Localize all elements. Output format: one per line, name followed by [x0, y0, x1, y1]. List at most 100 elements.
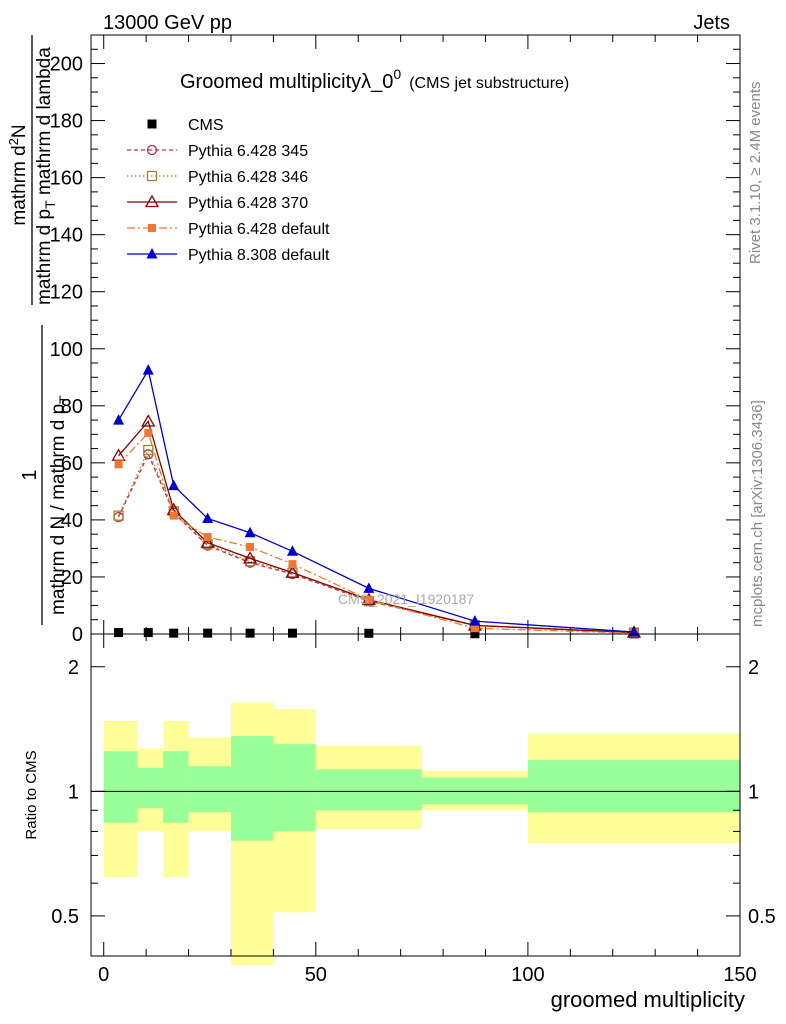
- ratio-stat-band-4: [230, 736, 274, 841]
- y-tick-label: 180: [50, 111, 83, 133]
- ratio-y-tick-label-right: 1: [748, 781, 759, 803]
- data-point-p8: [113, 414, 125, 425]
- data-point-p6def: [246, 543, 255, 552]
- ratio-y-tick-label-left: 2: [68, 657, 79, 679]
- ratio-y-tick-label-left: 0.5: [51, 906, 79, 928]
- data-point-p8: [286, 545, 298, 556]
- legend-label: Pythia 6.428 default: [188, 221, 330, 238]
- ratio-stat-band-1: [137, 767, 164, 809]
- y-tick-label: 20: [61, 567, 83, 589]
- ylabel-denominator-1: mathrm d N / mathrm d pT: [48, 395, 72, 615]
- data-point-p6def: [470, 624, 479, 633]
- plot-title-lambda: λ_0: [361, 71, 393, 93]
- legend-label: Pythia 8.308 default: [188, 247, 330, 264]
- data-point-data: [114, 628, 124, 638]
- rivet-label: Rivet 3.1.10, ≥ 2.4M events: [747, 82, 764, 265]
- ylabel-den2-text: mathrm d p: [34, 209, 55, 305]
- ratio-stat-band-5: [273, 744, 316, 832]
- ratio-panel-frame: [90, 633, 741, 957]
- ratio-ylabel: Ratio to CMS: [23, 750, 40, 839]
- data-point-p346: [113, 510, 124, 521]
- legend-label: CMS: [188, 117, 224, 134]
- legend-marker: [146, 170, 158, 182]
- y-tick-label: 200: [50, 54, 83, 76]
- legend-entry-data: CMS: [147, 117, 224, 134]
- data-point-p370: [285, 565, 300, 578]
- x-tick-label: 50: [305, 964, 327, 986]
- y-tick-label: 80: [61, 396, 83, 418]
- ylabel-den2-sub: T: [42, 200, 58, 209]
- series-p346: [113, 444, 640, 638]
- data-point-data: [143, 628, 153, 638]
- mcplots-label: mcplots.cern.ch [arXiv:1306.3436]: [749, 400, 766, 627]
- ylabel-den1-text: mathrm d N / mathrm d p: [48, 404, 69, 615]
- ratio-stat-band-6: [315, 769, 422, 811]
- data-point-p346: [143, 444, 154, 456]
- x-tick-label: 0: [98, 964, 109, 986]
- plot-title: Groomed multiplicityλ_00 (CMS jet substru…: [180, 66, 569, 93]
- series-line-p370: [118, 420, 634, 634]
- series-p8: [113, 364, 640, 637]
- data-point-p8: [142, 364, 154, 375]
- data-point-data: [245, 628, 255, 638]
- jets-label: Jets: [693, 12, 730, 34]
- plot-title-sup: 0: [393, 66, 401, 82]
- ylabel-num2-sup: 2: [6, 138, 21, 145]
- ratio-y-tick-label-left: 1: [68, 781, 79, 803]
- data-point-p6def: [288, 560, 297, 569]
- data-point-data: [287, 628, 297, 638]
- legend-label: Pythia 6.428 370: [188, 195, 308, 212]
- ratio-stat-band-8: [527, 760, 740, 813]
- x-tick-label: 150: [723, 964, 756, 986]
- beam-label: 13000 GeV pp: [103, 12, 232, 34]
- main-ylabel: 1 mathrm d N / mathrm d pT mathrm d2N ma…: [6, 35, 72, 625]
- legend-marker: [146, 248, 158, 259]
- y-tick-label: 120: [50, 282, 83, 304]
- series-p345: [113, 449, 640, 638]
- y-tick-label: 100: [50, 339, 83, 361]
- data-point-p6def: [114, 460, 123, 469]
- ylabel-den1-sub: T: [56, 395, 72, 404]
- main-panel-ticks: 0 20 40 60 80 100 120 140 160 180 200: [50, 34, 741, 646]
- legend-marker: [147, 119, 157, 129]
- ratio-y-tick-label-right: 2: [748, 657, 759, 679]
- data-point-p8: [168, 479, 180, 491]
- plot-title-main: Groomed multiplicity: [180, 71, 361, 93]
- ylabel-numerator-1: 1: [19, 469, 41, 480]
- ylabel-den2-b: mathrm d lambda: [34, 47, 55, 201]
- data-point-p370: [242, 551, 258, 564]
- data-point-p6def: [144, 428, 153, 437]
- data-point-p370: [141, 414, 156, 427]
- data-point-p6def: [364, 595, 373, 604]
- data-point-data: [169, 628, 179, 638]
- legend-marker: [146, 144, 158, 156]
- legend-marker: [144, 194, 160, 208]
- data-point-p6def: [203, 533, 212, 542]
- legend-entry-p345: Pythia 6.428 345: [127, 143, 308, 160]
- legend-entry-p370: Pythia 6.428 370: [127, 194, 308, 212]
- y-tick-label: 160: [50, 168, 83, 190]
- legend-label: Pythia 6.428 346: [188, 169, 308, 186]
- legend-entry-p346: Pythia 6.428 346: [127, 169, 308, 186]
- y-tick-label: 140: [50, 225, 83, 247]
- ratio-uncertainty-bands: [103, 702, 740, 966]
- data-point-p8: [469, 615, 481, 626]
- data-point-p8: [363, 582, 375, 593]
- analysis-watermark: CMS_2021_I1920187: [338, 591, 474, 607]
- ylabel-num2-b: N: [9, 124, 30, 138]
- y-tick-label: 0: [72, 624, 83, 646]
- legend-label: Pythia 6.428 345: [188, 143, 308, 160]
- plot-title-paren: (CMS jet substructure): [409, 75, 569, 92]
- ratio-stat-band-3: [188, 766, 231, 813]
- legend-marker: [148, 224, 156, 232]
- legend-entry-p6def: Pythia 6.428 default: [127, 221, 330, 238]
- y-tick-label: 40: [61, 510, 83, 532]
- legend: CMS Pythia 6.428 345 Pythia 6.428 346 Pythi…: [127, 117, 330, 264]
- ratio-stat-band-2: [163, 751, 189, 823]
- data-point-p6def: [169, 511, 178, 520]
- data-point-p8: [244, 526, 256, 538]
- data-point-p8: [202, 512, 214, 523]
- ratio-y-tick-label-right: 0.5: [748, 906, 776, 928]
- data-point-p370: [111, 448, 126, 461]
